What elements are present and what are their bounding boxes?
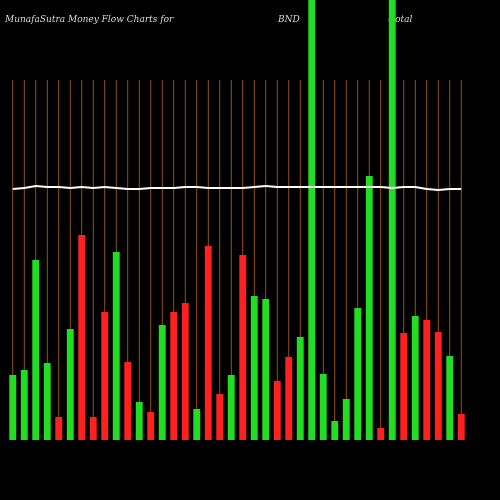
bar [227, 375, 235, 440]
bar [170, 312, 178, 440]
bar [388, 0, 396, 440]
bar [400, 333, 408, 440]
chart-subtitle: (total [388, 14, 413, 25]
bar [457, 414, 465, 440]
bar [354, 308, 362, 440]
bar [342, 399, 350, 440]
bar [135, 402, 143, 440]
bar [434, 332, 442, 440]
bar [20, 370, 28, 440]
bar [423, 320, 431, 440]
bar [365, 176, 373, 440]
bar [181, 303, 189, 440]
bar [32, 260, 40, 440]
bar [319, 374, 327, 440]
bar [250, 296, 258, 440]
bar [239, 255, 247, 440]
bar [43, 363, 51, 440]
bar [78, 235, 86, 440]
bar [112, 252, 120, 440]
bar [273, 381, 281, 440]
money-flow-line [12, 184, 462, 192]
bar [262, 299, 270, 440]
bar [124, 362, 132, 440]
bar [147, 412, 155, 440]
bar [216, 394, 224, 440]
bar [308, 0, 316, 440]
bar [89, 417, 97, 440]
bar [331, 421, 339, 440]
bar [411, 316, 419, 440]
bar [193, 409, 201, 440]
bar [285, 357, 293, 440]
bar [446, 356, 454, 440]
bar [204, 246, 212, 440]
bar [101, 312, 109, 440]
bar [9, 375, 17, 440]
bar [296, 337, 304, 440]
bar [377, 428, 385, 440]
bar [55, 417, 63, 440]
ticker: BND [277, 15, 300, 25]
chart-title: MunafaSutra Money Flow Charts for [4, 15, 174, 25]
bar [158, 325, 166, 440]
bar [66, 329, 74, 440]
